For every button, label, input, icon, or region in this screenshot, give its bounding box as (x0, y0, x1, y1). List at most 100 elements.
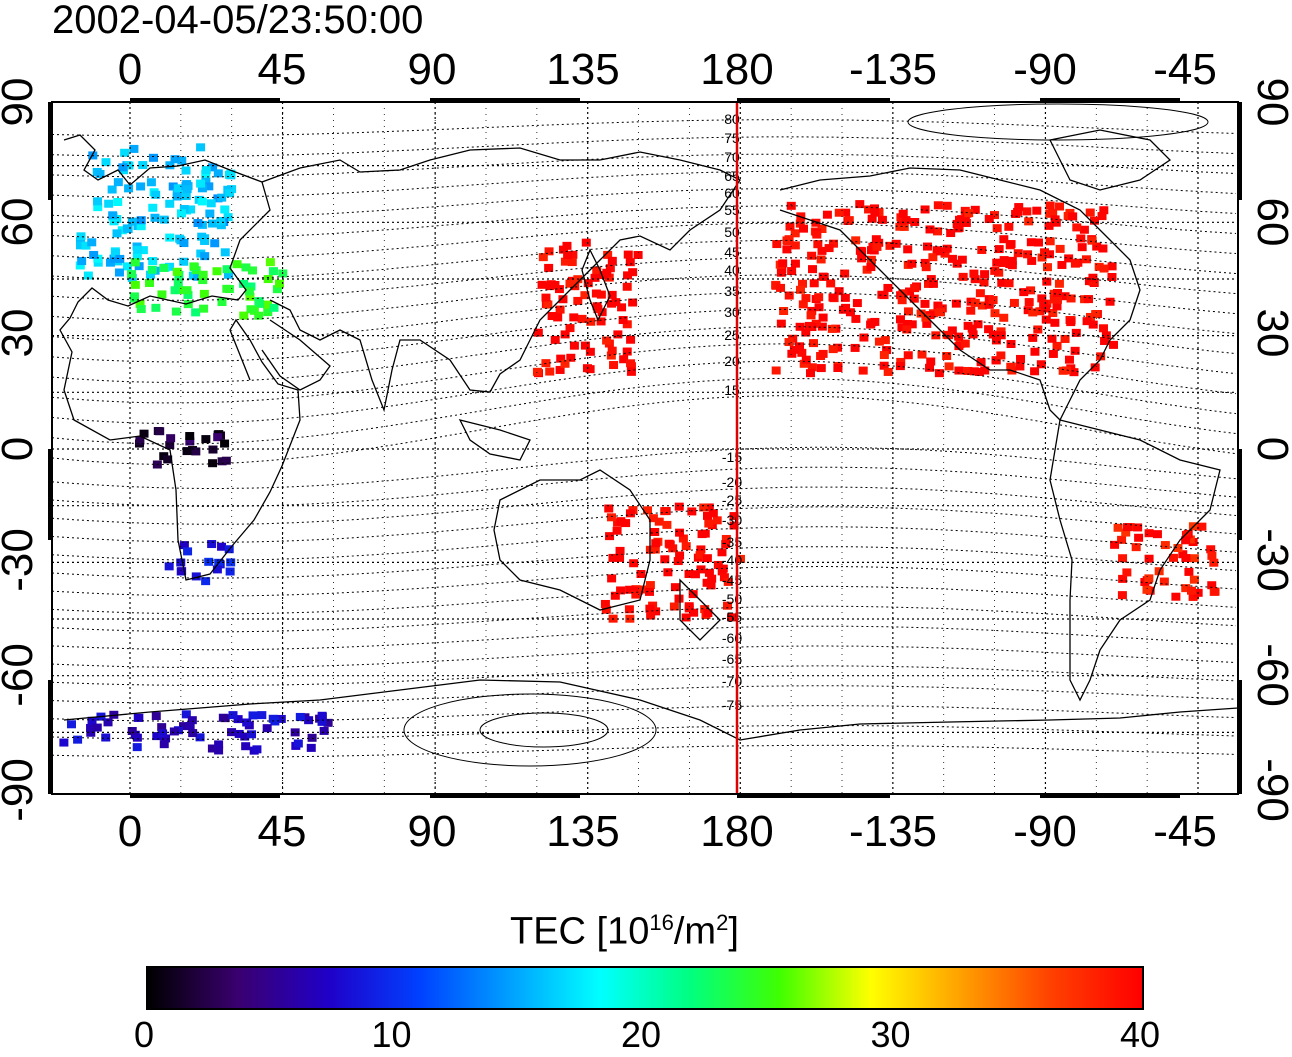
tec-cell (207, 540, 217, 549)
tec-cell (1006, 240, 1016, 249)
tec-cell (1123, 523, 1133, 532)
tec-cell (928, 279, 938, 288)
tec-cell (217, 542, 227, 551)
tec-cell (547, 312, 557, 321)
tec-cell (977, 301, 987, 310)
tec-cell (1168, 553, 1178, 562)
tec-cell (546, 280, 556, 289)
tec-cell (1098, 244, 1108, 253)
tec-cell (776, 283, 786, 292)
tec-cell (822, 210, 832, 219)
y-right-tick-label: -30 (1248, 528, 1292, 592)
tec-cell (262, 300, 272, 309)
tec-cell (1117, 535, 1127, 544)
tec-cell (603, 250, 613, 259)
tec-cell (712, 516, 722, 525)
x-top-tick-label: 180 (700, 45, 773, 94)
tec-cell (778, 259, 788, 268)
tec-cell (951, 299, 961, 308)
frame-bar-right (1237, 102, 1242, 200)
tec-cell (254, 311, 264, 320)
tec-cell (66, 720, 76, 729)
tec-cell (1068, 212, 1078, 221)
tec-cell (1013, 249, 1023, 258)
tec-cell (87, 238, 97, 247)
tec-cell (177, 567, 187, 576)
tec-cell (248, 711, 258, 720)
tec-cell (957, 215, 967, 224)
tec-cell (907, 320, 917, 329)
tec-cell (220, 248, 230, 257)
tec-cell (942, 201, 952, 210)
tec-cell (805, 369, 815, 378)
tec-cell (177, 156, 187, 165)
tec-cell (1004, 222, 1014, 231)
tec-cell (1016, 354, 1026, 363)
tec-cell (577, 314, 587, 323)
tec-cell (147, 265, 157, 274)
tec-cell (555, 305, 565, 314)
tec-cell (151, 303, 161, 312)
tec-cell (553, 313, 563, 322)
tec-cell (76, 232, 86, 241)
tec-cell (109, 254, 119, 263)
tec-cell (1181, 530, 1191, 539)
tec-cell (1023, 306, 1033, 315)
tec-cell (650, 545, 660, 554)
tec-cell (197, 184, 207, 193)
tec-cell (798, 300, 808, 309)
tec-cell (115, 254, 125, 263)
tec-cell (567, 258, 577, 267)
tec-cell (681, 613, 691, 622)
tec-cell (663, 568, 673, 577)
tec-cell (650, 528, 660, 537)
tec-cell (935, 247, 945, 256)
tec-cell (790, 229, 800, 238)
tec-cell (1188, 592, 1198, 601)
tec-cell (1052, 302, 1062, 311)
tec-cell (809, 279, 819, 288)
tec-cell (947, 254, 957, 263)
tec-cell (182, 185, 192, 194)
tec-cell (127, 217, 137, 226)
tec-cell (991, 336, 1001, 345)
tec-cell (1185, 535, 1195, 544)
tec-cell (1030, 347, 1040, 356)
tec-cell (631, 590, 641, 599)
tec-cell (570, 282, 580, 291)
tec-cell (903, 351, 913, 360)
tec-cell (704, 503, 714, 512)
tec-cell (942, 352, 952, 361)
tec-cell (855, 200, 865, 209)
tec-cell (1159, 577, 1169, 586)
tec-cell (882, 346, 892, 355)
tec-cell (1088, 320, 1098, 329)
tec-cell (269, 303, 279, 312)
tec-cell (228, 711, 238, 720)
frame-bar-right (1237, 449, 1242, 540)
tec-cell (124, 184, 134, 193)
tec-cell (833, 363, 843, 372)
tec-cell (596, 317, 606, 326)
tec-cell (195, 733, 205, 742)
tec-cell (173, 184, 183, 193)
tec-cell (787, 349, 797, 358)
tec-cell (1032, 206, 1042, 215)
tec-cell (719, 573, 729, 582)
tec-cell (244, 287, 254, 296)
tec-cell (857, 254, 867, 263)
tec-cell (826, 279, 836, 288)
mlat-contour (52, 308, 1237, 363)
tec-cell (928, 253, 938, 262)
tec-cell (771, 366, 781, 375)
tec-cell (181, 710, 191, 719)
tec-cell (998, 258, 1008, 267)
tec-cell (185, 437, 195, 446)
tec-cell (813, 240, 823, 249)
x-bottom-tick-label: -90 (1013, 807, 1077, 856)
tec-cell (1118, 554, 1128, 563)
tec-cell (183, 290, 193, 299)
tec-cell (645, 581, 655, 590)
tec-cell (613, 330, 623, 339)
tec-cell (135, 299, 145, 308)
